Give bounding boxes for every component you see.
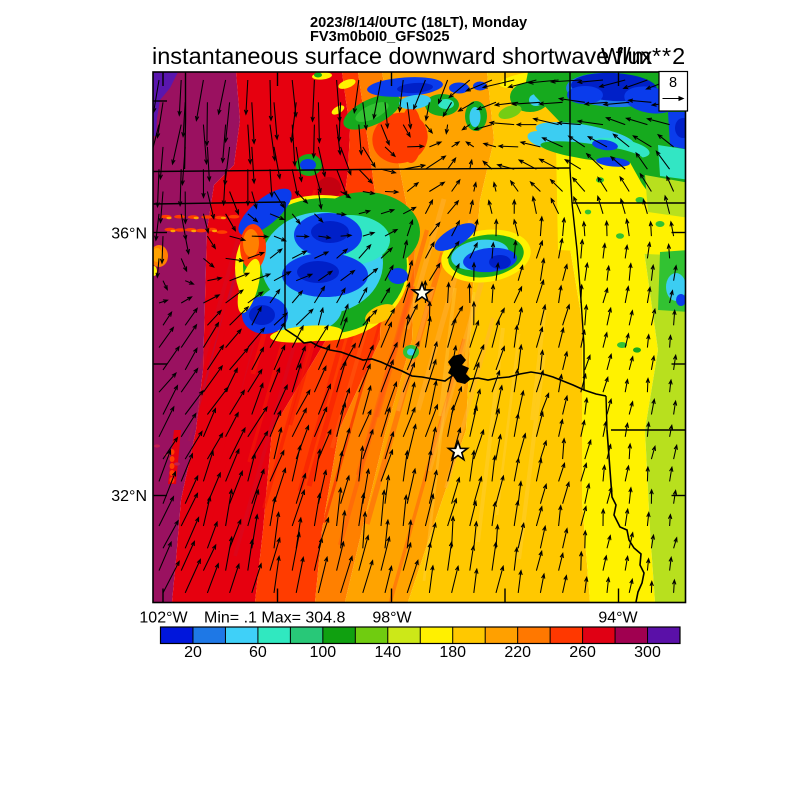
svg-text:60: 60 [249, 644, 267, 661]
svg-text:FV3m0b0I0_GFS025: FV3m0b0I0_GFS025 [310, 29, 450, 45]
svg-text:W/m**2: W/m**2 [601, 43, 686, 69]
svg-text:140: 140 [374, 644, 401, 661]
svg-text:32°N: 32°N [111, 488, 147, 505]
svg-text:20: 20 [184, 644, 202, 661]
svg-text:2023/8/14/0UTC (18LT), Monday: 2023/8/14/0UTC (18LT), Monday [310, 15, 528, 31]
svg-text:102°W: 102°W [139, 610, 188, 627]
svg-text:8: 8 [669, 75, 677, 91]
svg-text:94°W: 94°W [598, 610, 638, 627]
svg-text:36°N: 36°N [111, 226, 147, 243]
svg-text:instantaneous surface downward: instantaneous surface downward shortwave… [152, 43, 653, 69]
svg-text:220: 220 [504, 644, 531, 661]
svg-text:Min= .1 Max= 304.8: Min= .1 Max= 304.8 [204, 610, 346, 627]
svg-text:300: 300 [634, 644, 661, 661]
svg-text:260: 260 [569, 644, 596, 661]
svg-text:98°W: 98°W [372, 610, 412, 627]
svg-text:180: 180 [439, 644, 466, 661]
svg-text:100: 100 [309, 644, 336, 661]
